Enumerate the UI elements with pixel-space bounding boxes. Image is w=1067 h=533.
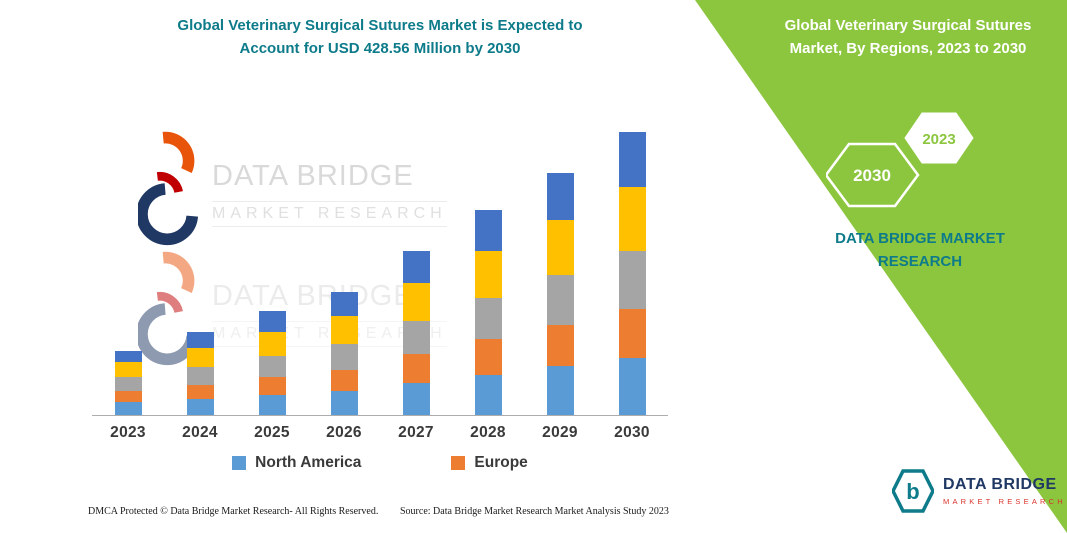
hexagon-2030-outline (826, 142, 920, 208)
bar-2030 (596, 118, 668, 415)
legend-swatch (232, 456, 247, 470)
brand-wordmark: DATA BRIDGE MARKET RESEARCH (835, 230, 1005, 270)
bar-segment (402, 382, 430, 415)
bar-2024 (164, 118, 236, 415)
watermark-sub-text: MARKET RESEARCH (212, 201, 447, 227)
bar-segment (186, 398, 214, 415)
chart-title: Global Veterinary Surgical Sutures Marke… (177, 17, 583, 58)
bar-2028 (452, 118, 524, 415)
x-tick-label: 2027 (398, 424, 434, 441)
legend-swatch (451, 456, 466, 470)
bar-segment (330, 291, 358, 317)
bar-segment (258, 311, 286, 332)
watermark-brand-text: DATA BRIDGE (212, 280, 414, 312)
logo-title: DATA BRIDGE (943, 476, 1057, 493)
bar-segment (618, 131, 646, 188)
legend-item-north-america: North America (232, 454, 361, 472)
stacked-bar (114, 351, 142, 415)
legend: North America Europe (92, 454, 668, 472)
dbmr-logo: b DATA BRIDGE MARKET RESEARCH (892, 468, 1066, 514)
bar-segment (330, 344, 358, 370)
bar-segment (186, 367, 214, 385)
x-tick-label: 2025 (254, 424, 290, 441)
bar-segment (546, 324, 574, 367)
bar-segment (258, 377, 286, 395)
bar-segment (546, 220, 574, 276)
x-tick-label: 2029 (542, 424, 578, 441)
legend-item-europe: Europe (451, 454, 528, 472)
dbmr-logo-letter: b (906, 479, 919, 504)
bar-segment (474, 210, 502, 251)
stacked-bar (330, 291, 358, 415)
stacked-bar (402, 250, 430, 415)
watermark: DATA BRIDGE MARKET RESEARCH (138, 130, 447, 248)
right-panel-title: Global Veterinary Surgical Sutures Marke… (784, 17, 1032, 58)
bar-segment (474, 339, 502, 375)
bar-segment (474, 297, 502, 340)
bar-segment (618, 358, 646, 415)
bar-segment (546, 275, 574, 325)
stacked-bar (546, 172, 574, 415)
x-tick-label: 2023 (110, 424, 146, 441)
plot-area (92, 118, 668, 416)
bar-2025 (236, 118, 308, 415)
bar-segment (546, 172, 574, 221)
bar-segment (402, 320, 430, 355)
x-tick-label: 2024 (182, 424, 218, 441)
bar-segment (402, 283, 430, 321)
bar-segment (114, 362, 142, 378)
bar-segment (114, 377, 142, 391)
footer-dmca-text: DMCA Protected © Data Bridge Market Rese… (88, 506, 379, 517)
bar-segment (330, 369, 358, 391)
logo-subtitle: MARKET RESEARCH (943, 497, 1066, 506)
bar-segment (546, 366, 574, 415)
bar-segment (474, 250, 502, 298)
x-axis-labels: 2023 2024 2025 2026 2027 2028 2029 2030 (92, 424, 668, 442)
stacked-bar (474, 210, 502, 415)
bar-segment (402, 250, 430, 284)
stacked-bar (258, 311, 286, 415)
bar-segment (186, 331, 214, 349)
bar-segment (114, 390, 142, 402)
legend-label: Europe (474, 454, 528, 471)
bar-2026 (308, 118, 380, 415)
bar-segment (618, 187, 646, 252)
bar-segment (186, 384, 214, 399)
watermark-brand-text: DATA BRIDGE (212, 160, 414, 192)
bar-segment (258, 394, 286, 415)
stacked-bar (618, 131, 646, 415)
hexagon-2030-label: 2030 (853, 166, 891, 185)
bar-2027 (380, 118, 452, 415)
x-tick-label: 2030 (614, 424, 650, 441)
bar-segment (330, 390, 358, 415)
bar-2029 (524, 118, 596, 415)
stacked-bar (186, 331, 214, 415)
year-hexagons: 2030 2023 (826, 112, 974, 208)
watermark-logo-icon (138, 251, 199, 366)
bar-segment (474, 374, 502, 415)
footer-source-text: Source: Data Bridge Market Research Mark… (400, 506, 669, 517)
bar-segment (258, 356, 286, 378)
watermark-logo-icon (138, 131, 199, 246)
bar-segment (618, 309, 646, 359)
bar-segment (402, 354, 430, 383)
x-tick-label: 2026 (326, 424, 362, 441)
bar-segment (186, 348, 214, 368)
dbmr-logo-hexagon-icon: b (892, 469, 934, 513)
x-tick-label: 2028 (470, 424, 506, 441)
bar-segment (330, 316, 358, 345)
legend-label: North America (255, 454, 362, 471)
bar-segment (114, 401, 142, 415)
hexagon-2023-label: 2023 (922, 131, 955, 148)
bar-segment (618, 251, 646, 310)
hexagon-2023-shape (904, 112, 974, 164)
bar-segment (258, 331, 286, 357)
bar-2023 (92, 118, 164, 415)
bar-segment (114, 351, 142, 363)
